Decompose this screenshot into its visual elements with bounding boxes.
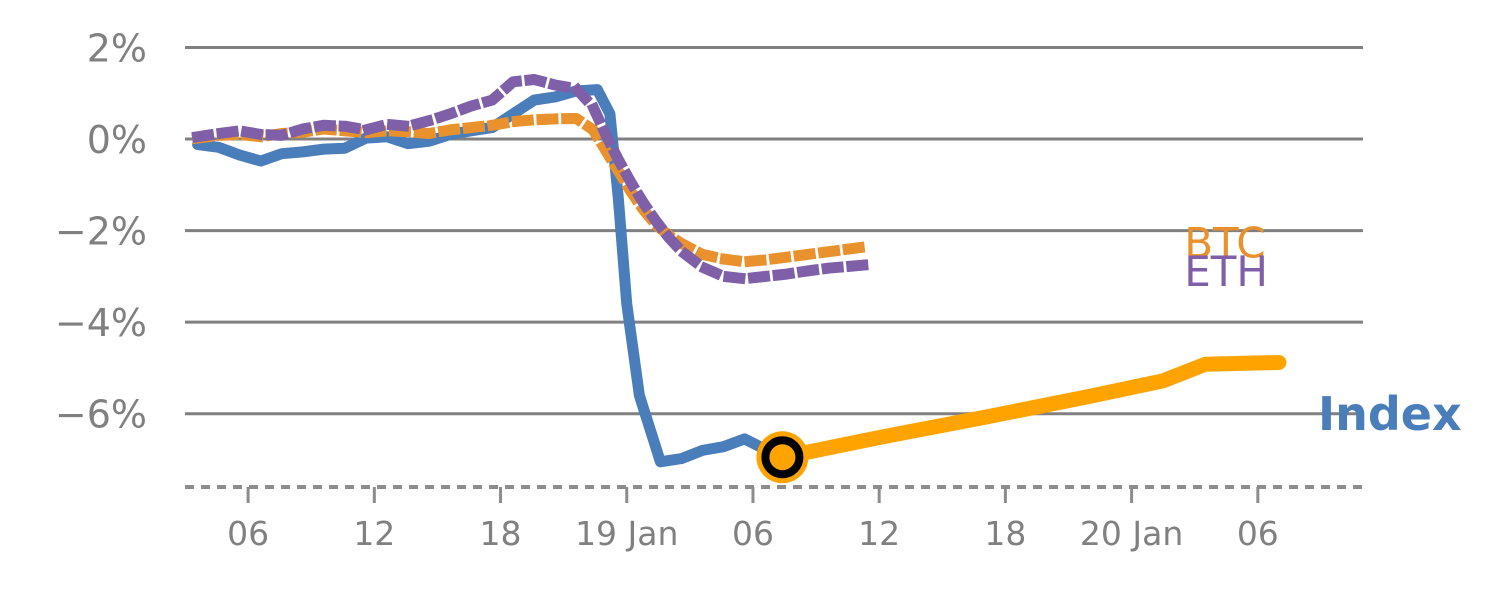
x-tick-label-6: 18 — [984, 514, 1026, 553]
forecast-start-marker-group[interactable] — [756, 431, 809, 484]
x-tick-label-3: 19 Jan — [575, 514, 678, 553]
y-tick-label-3: −4% — [55, 301, 147, 345]
forecast-start-marker[interactable] — [761, 436, 804, 479]
y-axis-tick-labels: 2% 0% −2% −4% −6% — [55, 26, 147, 436]
btc-label: BTC — [1184, 218, 1265, 267]
series-line-index — [192, 84, 788, 468]
x-tick-label-8: 06 — [1237, 514, 1279, 553]
series-line-eth — [191, 74, 877, 285]
x-tick-label-0: 06 — [227, 514, 269, 553]
y-tick-label-1: 0% — [87, 118, 147, 162]
x-tick-label-2: 18 — [480, 514, 522, 553]
x-tick-label-4: 06 — [732, 514, 774, 553]
eth-label: ETH — [1184, 247, 1268, 296]
index-label: Index — [1318, 387, 1462, 441]
x-tick-label-5: 12 — [858, 514, 900, 553]
x-axis-tick-labels: 06 12 18 19 Jan 06 12 18 20 Jan 06 — [227, 514, 1279, 553]
y-tick-label-4: −6% — [55, 393, 147, 437]
y-tick-label-0: 2% — [87, 26, 147, 70]
x-axis-tickmarks — [246, 487, 1260, 503]
x-tick-label-1: 12 — [353, 514, 395, 553]
series-line-forecast — [774, 354, 1287, 465]
data-series-group — [191, 74, 1287, 468]
y-tick-label-2: −2% — [55, 210, 147, 254]
x-tick-label-7: 20 Jan — [1080, 514, 1183, 553]
